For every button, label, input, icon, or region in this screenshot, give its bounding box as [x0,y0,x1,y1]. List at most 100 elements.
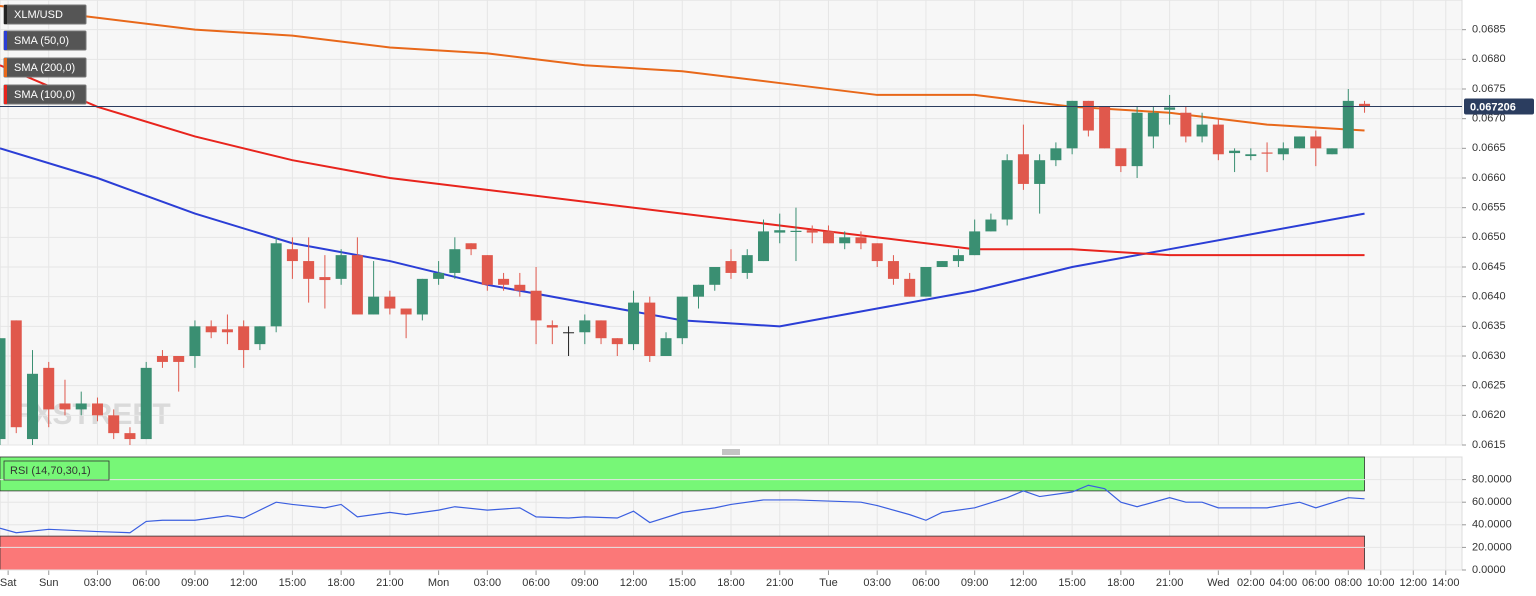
candle-body [433,272,445,279]
legend-entry: SMA (200,0) [14,62,75,74]
candle-body [709,267,721,285]
x-tick-label: 12:00 [620,577,648,589]
x-tick-label: Tue [819,577,838,589]
legend-entry-swatch [4,58,7,77]
x-tick-label: 08:00 [1335,577,1363,589]
candle-body [1082,100,1094,131]
legend-entry: SMA (50,0) [14,35,69,47]
candle-body [1212,124,1224,155]
candle-body [936,261,948,267]
candle-body [1164,107,1176,110]
candle-body [0,338,6,440]
candle-body [693,284,705,297]
candle-body [26,373,38,440]
x-tick-label: 06:00 [522,577,550,589]
candle-body [790,230,802,232]
candle-body [1359,103,1371,107]
x-tick-label: 21:00 [766,577,794,589]
y-tick-label: 0.0645 [1472,261,1506,273]
candle-body [546,325,558,328]
last-price-tag [1464,98,1534,115]
x-tick-label: 21:00 [1156,577,1184,589]
candle-body [1245,154,1257,157]
y-tick-label: 0.0650 [1472,231,1506,243]
candle-body [741,255,753,273]
legend: XLM/USD SMA (50,0) SMA (200,0) SMA (100,0) [3,4,87,105]
y-tick-label: 0.0640 [1472,291,1506,303]
candle-body [1099,106,1111,149]
candle-body [887,261,899,279]
rsi-line [0,484,1365,534]
y-tick-label: 0.0615 [1472,439,1506,451]
candle-body [10,320,22,428]
candle-body [839,237,851,244]
x-tick-label: 18:00 [717,577,745,589]
candle-body [189,326,201,356]
candle-body [221,329,233,333]
candle-body [449,249,461,273]
candle-body [1001,160,1013,220]
x-tick-label: 06:00 [1302,577,1330,589]
legend-entry-swatch [4,31,7,50]
candle-body [254,326,266,345]
y-tick-label: 80.0000 [1472,474,1512,486]
candle-body [514,284,526,291]
x-tick-label: 21:00 [376,577,404,589]
rsi-label-box [3,460,110,481]
candle-body [676,296,688,339]
candle-body [124,433,136,440]
y-tick-label: 0.0665 [1472,142,1506,154]
candle-body [1196,124,1208,137]
y-tick-label: 0.0655 [1472,202,1506,214]
candle-body [774,230,786,233]
y-tick-label: 0.0625 [1472,380,1506,392]
candle-body [725,261,737,273]
x-tick-label: 15:00 [279,577,307,589]
candle-body [1147,112,1159,137]
candle-body [498,278,510,285]
candle-body [416,278,428,315]
rsi-band [0,456,1365,492]
y-tick-label: 0.0675 [1472,83,1506,95]
legend-entry-swatch [4,85,7,104]
candle-body [173,356,185,362]
candle-body [156,356,168,362]
x-tick-label: 03:00 [863,577,891,589]
candle-body [920,267,932,297]
candle-body [1066,100,1078,149]
rsi-label: RSI (14,70,30,1) [10,465,91,477]
candle-body [530,290,542,321]
candle-body [1050,148,1062,161]
x-tick-label: 15:00 [1058,577,1086,589]
candle-body [1277,148,1289,155]
candle-body [1131,112,1143,167]
candle-body [871,243,883,262]
x-tick-label: Mon [428,577,449,589]
y-tick-label: 0.0620 [1472,409,1506,421]
candle-body [1034,160,1046,184]
y-tick-label: 20.0000 [1472,541,1512,553]
x-tick-label: 12:00 [230,577,258,589]
candle-body [1326,148,1338,155]
x-tick-label: 09:00 [961,577,989,589]
candle-body [465,243,477,250]
candle-body [1342,100,1354,149]
y-tick-label: 0.0000 [1472,564,1506,576]
x-tick-label: 06:00 [912,577,940,589]
legend-entry: SMA (100,0) [14,89,75,101]
candle-body [579,320,591,333]
candle-body [335,255,347,279]
candle-body [1294,136,1306,149]
candle-body [43,367,55,410]
candle-body [481,255,493,285]
x-tick-label: 14:00 [1432,577,1460,589]
x-tick-label: Sat [0,577,16,589]
candle-body [822,231,834,244]
last-price-label: 0.067206 [1470,101,1516,113]
candle-body [59,403,71,410]
candle-body [660,338,672,356]
panel-divider-handle[interactable] [722,449,740,455]
x-tick-label: 04:00 [1270,577,1298,589]
candle-body [1017,154,1029,184]
